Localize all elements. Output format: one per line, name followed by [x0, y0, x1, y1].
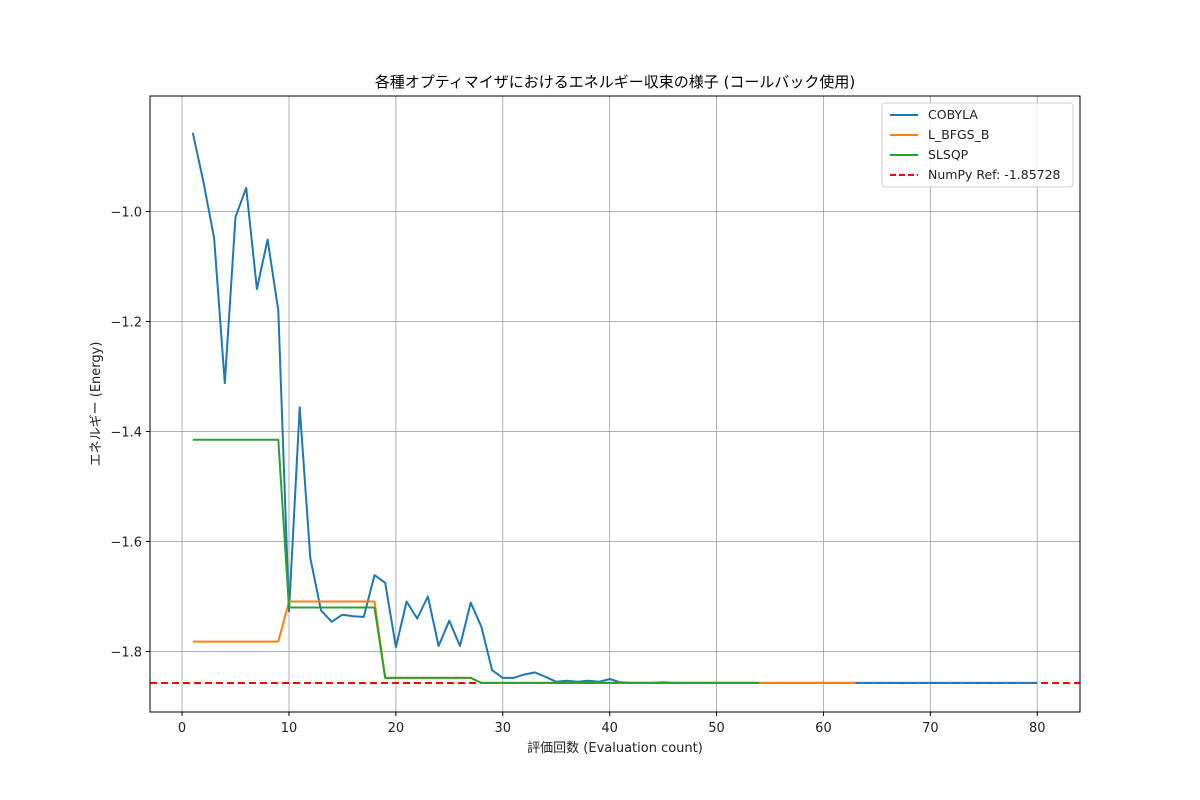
y-tick-label: −1.6 — [110, 536, 142, 551]
legend-entry-label: NumPy Ref: -1.85728 — [928, 167, 1061, 182]
legend-entry-label: L_BFGS_B — [928, 127, 989, 142]
chart-title: 各種オプティマイザにおけるエネルギー収束の様子 (コールバック使用) — [375, 73, 856, 91]
x-tick-label: 0 — [178, 721, 186, 736]
axis-ticks: 0 10 20 30 40 50 60 70 80 −1.8 −1.6 −1.4 −1.2 −1.0 — [110, 206, 1045, 737]
y-tick-label: −1.4 — [110, 426, 142, 441]
series-line-slsqp — [192, 438, 760, 684]
legend-box — [881, 102, 1074, 188]
y-tick-label: −1.8 — [110, 646, 142, 661]
plot-frame — [149, 95, 1081, 713]
legend: COBYLA L_BFGS_B SLSQP NumPy Ref: -1.85728 — [881, 102, 1074, 188]
x-tick-label: 60 — [815, 721, 832, 736]
x-tick-label: 80 — [1029, 721, 1046, 736]
x-tick-label: 10 — [281, 721, 298, 736]
y-axis-label: エネルギー (Energy) — [89, 342, 104, 467]
x-tick-label: 30 — [494, 721, 511, 736]
legend-entry-label: COBYLA — [928, 107, 978, 122]
legend-entry-label: SLSQP — [928, 147, 969, 162]
y-tick-label: −1.0 — [110, 206, 142, 221]
y-tick-label: −1.2 — [110, 316, 142, 331]
x-tick-label: 70 — [922, 721, 939, 736]
x-tick-label: 20 — [388, 721, 405, 736]
x-axis-label: 評価回数 (Evaluation count) — [527, 741, 703, 756]
x-tick-label: 50 — [708, 721, 725, 736]
series-layer — [191, 132, 1038, 684]
grid-lines — [150, 96, 1080, 712]
x-tick-label: 40 — [601, 721, 618, 736]
